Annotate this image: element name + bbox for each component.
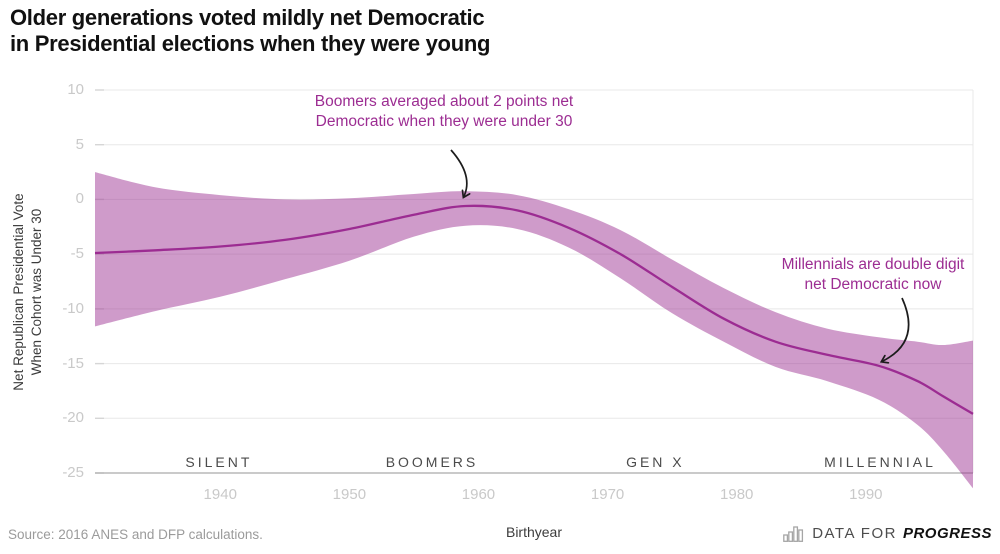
x-tick-label-1960: 1960: [461, 486, 496, 503]
x-axis-title: Birthyear: [505, 524, 563, 540]
generation-label-gen-x: GEN X: [626, 454, 685, 470]
y-tick-label--5: -5: [70, 245, 84, 263]
source-note: Source: 2016 ANES and DFP calculations.: [8, 527, 263, 542]
chart-title: Older generations voted mildly net Democ…: [10, 5, 491, 57]
x-tick-label-1970: 1970: [590, 486, 625, 503]
generation-label-millennial: MILLENNIAL: [824, 454, 936, 470]
y-tick-label--15: -15: [62, 354, 84, 372]
trend-line: [94, 204, 974, 415]
x-tick-label-1990: 1990: [849, 486, 883, 503]
x-tick-label-1980: 1980: [720, 486, 754, 503]
annotation-arrow-millennials: [879, 297, 910, 364]
logo-prefix: DATA FOR: [812, 524, 897, 542]
y-tick-label--25: -25: [62, 464, 84, 481]
y-tick-label-0: 0: [75, 190, 84, 208]
y-tick-label--20: -20: [62, 409, 84, 427]
annotation-boomers: Boomers averaged about 2 points net Demo…: [314, 93, 574, 131]
generation-label-boomers: BOOMERS: [385, 454, 479, 470]
confidence-band: [95, 172, 973, 489]
y-tick-label-10: 10: [67, 81, 84, 98]
y-tick-label-5: 5: [75, 135, 84, 153]
y-tick-label--10: -10: [62, 299, 84, 317]
annotation-millennials: Millennials are double digit net Democra…: [781, 256, 965, 294]
x-tick-label-1940: 1940: [203, 486, 237, 503]
logo-name: PROGRESS: [902, 524, 992, 542]
dfp-logo: DATA FOR PROGRESS: [783, 524, 992, 542]
bar-chart-icon: [783, 526, 804, 542]
annotation-arrow-boomers: [450, 149, 471, 199]
generation-label-silent: SILENT: [185, 454, 253, 470]
x-tick-label-1950: 1950: [332, 486, 367, 503]
